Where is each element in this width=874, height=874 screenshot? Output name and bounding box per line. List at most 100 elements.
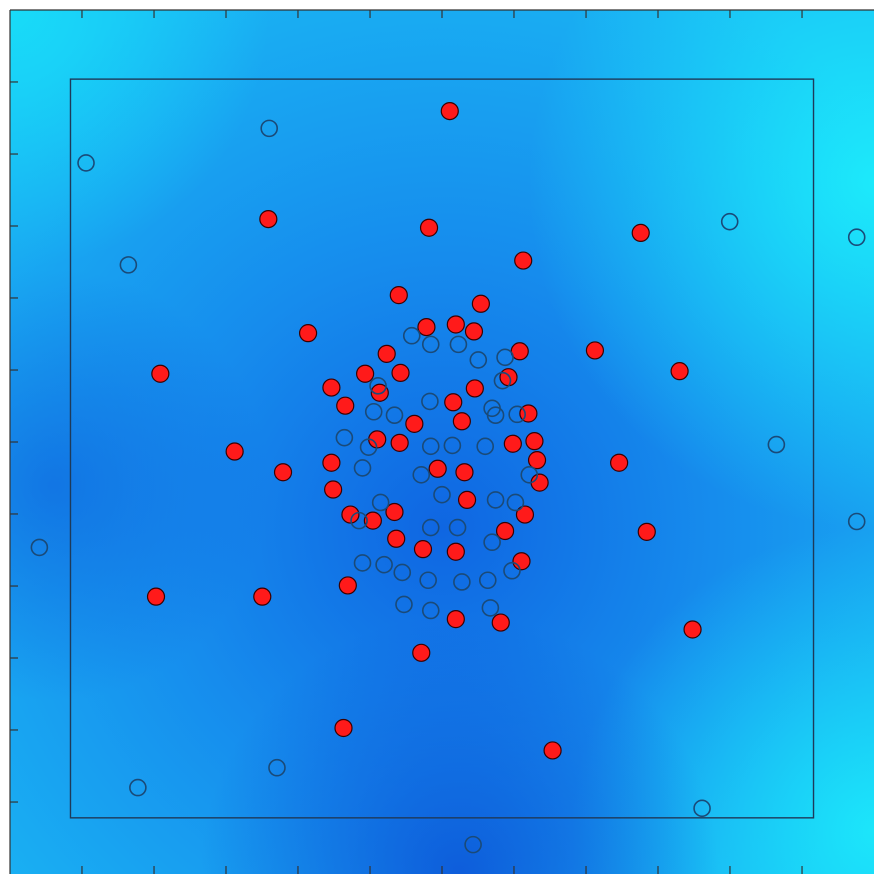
open-point-44 <box>481 599 500 617</box>
filled-point-44 <box>515 505 535 524</box>
filled-point-16 <box>670 362 689 381</box>
open-point-2 <box>720 212 739 231</box>
filled-point-57 <box>412 643 431 662</box>
open-point-9 <box>496 348 514 367</box>
filled-point-33 <box>610 453 629 472</box>
filled-point-20 <box>465 379 484 398</box>
open-point-14 <box>364 402 383 421</box>
filled-point-26 <box>452 412 471 431</box>
filled-point-19 <box>370 383 389 402</box>
series-0 <box>146 101 702 760</box>
open-point-39 <box>419 571 437 590</box>
filled-point-0 <box>440 101 459 121</box>
points <box>30 101 866 854</box>
open-point-42 <box>395 595 413 614</box>
filled-point-56 <box>683 620 702 639</box>
filled-point-41 <box>341 505 360 524</box>
open-point-12 <box>421 392 439 411</box>
open-point-24 <box>353 459 372 477</box>
open-point-1 <box>77 154 95 172</box>
open-point-4 <box>119 256 138 274</box>
open-point-10 <box>493 371 512 390</box>
open-point-46 <box>847 512 866 531</box>
open-point-27 <box>433 485 451 504</box>
filled-point-46 <box>495 521 515 541</box>
open-point-48 <box>129 778 147 797</box>
open-point-28 <box>486 491 505 509</box>
filled-point-53 <box>253 587 272 606</box>
open-point-23 <box>767 435 786 454</box>
heatmap-background <box>10 10 874 874</box>
filled-point-36 <box>428 459 447 478</box>
open-point-38 <box>503 561 521 580</box>
open-point-41 <box>478 571 497 590</box>
open-point-20 <box>421 437 440 456</box>
filled-point-6 <box>471 294 490 313</box>
open-point-8 <box>469 351 488 369</box>
open-point-33 <box>448 518 467 537</box>
filled-point-48 <box>413 540 433 559</box>
open-point-43 <box>421 601 440 620</box>
filled-point-51 <box>338 576 357 595</box>
filled-point-25 <box>405 414 424 433</box>
open-point-40 <box>453 573 471 591</box>
series-1 <box>30 119 866 854</box>
filled-point-28 <box>390 433 409 452</box>
inner-box-rect <box>69 78 815 819</box>
filled-point-55 <box>491 613 510 632</box>
open-point-15 <box>385 406 404 425</box>
filled-point-8 <box>417 317 436 337</box>
filled-point-35 <box>273 463 293 482</box>
open-point-37 <box>393 563 412 582</box>
axes <box>9 9 874 874</box>
open-point-26 <box>520 466 539 484</box>
filled-point-12 <box>377 344 396 363</box>
filled-point-17 <box>356 364 375 383</box>
open-point-6 <box>421 335 440 354</box>
open-point-49 <box>693 799 711 818</box>
filled-point-34 <box>322 453 341 472</box>
open-point-11 <box>369 377 387 395</box>
filled-point-38 <box>530 473 549 492</box>
open-point-50 <box>464 835 482 854</box>
filled-point-13 <box>391 363 410 382</box>
filled-point-18 <box>322 378 341 397</box>
filled-point-10 <box>464 322 484 341</box>
filled-point-21 <box>499 368 518 387</box>
open-point-25 <box>412 466 431 484</box>
filled-point-45 <box>387 529 406 548</box>
open-point-17 <box>508 405 526 424</box>
open-point-19 <box>359 438 378 456</box>
open-point-18 <box>335 428 354 447</box>
filled-point-42 <box>385 502 404 522</box>
open-point-36 <box>375 555 393 574</box>
filled-point-59 <box>543 741 562 760</box>
open-point-34 <box>483 533 501 552</box>
filled-point-22 <box>336 396 355 415</box>
filled-point-1 <box>259 209 278 229</box>
open-point-21 <box>443 436 462 455</box>
filled-point-9 <box>446 315 465 334</box>
inner-box <box>69 78 815 819</box>
filled-point-50 <box>512 552 531 571</box>
open-point-5 <box>402 326 421 345</box>
filled-point-32 <box>527 451 547 470</box>
open-point-29 <box>506 493 525 512</box>
filled-point-37 <box>455 463 474 482</box>
filled-point-58 <box>334 718 353 738</box>
filled-point-40 <box>457 490 477 509</box>
filled-point-15 <box>585 341 605 360</box>
filled-point-31 <box>225 442 244 461</box>
open-point-22 <box>476 437 495 456</box>
filled-point-54 <box>446 610 465 629</box>
filled-point-3 <box>514 251 533 270</box>
filled-point-39 <box>324 480 343 499</box>
open-point-16 <box>486 406 505 425</box>
filled-point-4 <box>631 223 650 243</box>
open-point-30 <box>371 493 390 512</box>
open-point-0 <box>260 119 279 138</box>
filled-point-2 <box>419 218 439 237</box>
filled-point-7 <box>298 324 318 343</box>
filled-point-52 <box>146 587 166 606</box>
